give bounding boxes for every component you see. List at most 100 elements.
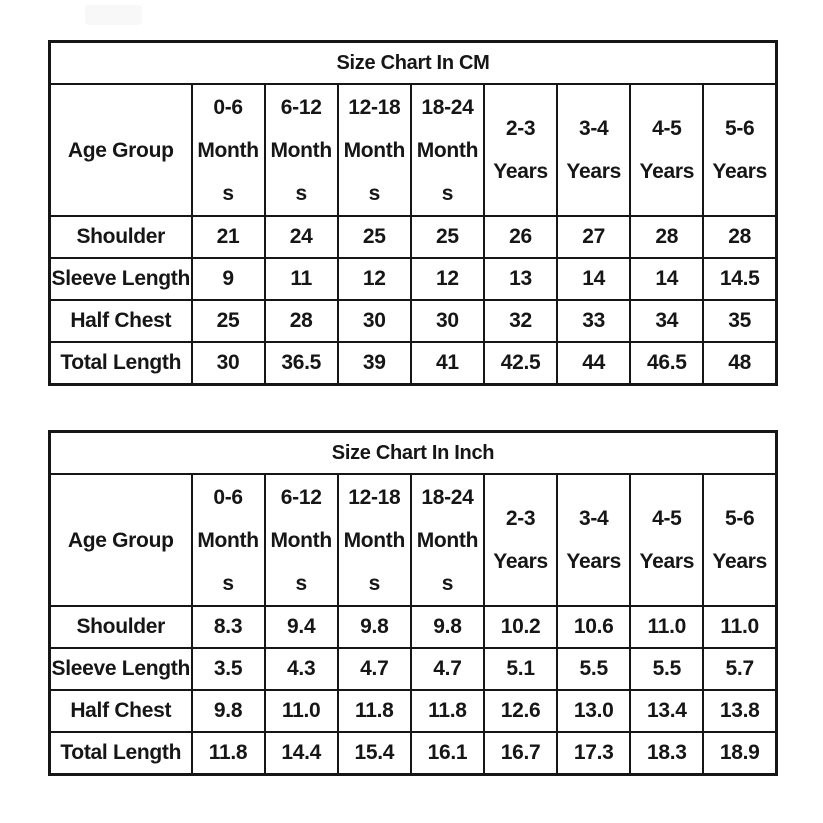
cell: 9.8	[190, 689, 266, 733]
cell: 4.3	[263, 647, 339, 691]
cell: 25	[409, 215, 486, 259]
cm-corner-age-group: Age Group	[48, 83, 193, 217]
cell: 35	[702, 299, 778, 343]
cell: 28	[263, 299, 339, 343]
cell: 26	[482, 215, 559, 259]
cell: 46.5	[629, 341, 705, 386]
cell: 28	[629, 215, 705, 259]
cell: 11.0	[702, 605, 778, 649]
cell: 9.8	[409, 605, 486, 649]
inch-row-total-length: Total Length 11.8 14.4 15.4 16.1 16.7 17…	[48, 731, 778, 776]
cm-row-half-chest: Half Chest 25 28 30 30 32 33 34 35	[48, 299, 778, 343]
cell: 39	[336, 341, 412, 386]
cell: 5.5	[556, 647, 632, 691]
inch-row-half-chest: Half Chest 9.8 11.0 11.8 11.8 12.6 13.0 …	[48, 689, 778, 733]
inch-corner-age-group: Age Group	[48, 473, 193, 607]
row-label: Sleeve Length	[48, 257, 193, 301]
inch-col-header-6-12-months: 6-12 Month s	[263, 473, 339, 607]
cm-header-row: Age Group 0-6 Month s 6-12 Month s 12-18…	[48, 83, 778, 217]
cell: 14	[629, 257, 705, 301]
cm-col-header-5-6-years: 5-6 Years	[702, 83, 778, 217]
cell: 5.5	[629, 647, 705, 691]
cm-col-header-18-24-months: 18-24 Month s	[409, 83, 486, 217]
inch-header-row: Age Group 0-6 Month s 6-12 Month s 12-18…	[48, 473, 778, 607]
cm-row-total-length: Total Length 30 36.5 39 41 42.5 44 46.5 …	[48, 341, 778, 386]
cell: 25	[190, 299, 266, 343]
cell: 14.5	[702, 257, 778, 301]
cell: 11.8	[190, 731, 266, 776]
cm-row-sleeve-length: Sleeve Length 9 11 12 12 13 14 14 14.5	[48, 257, 778, 301]
cell: 9.8	[336, 605, 412, 649]
cell: 11.0	[629, 605, 705, 649]
row-label: Total Length	[48, 341, 193, 386]
cell: 5.1	[482, 647, 559, 691]
inch-row-sleeve-length: Sleeve Length 3.5 4.3 4.7 4.7 5.1 5.5 5.…	[48, 647, 778, 691]
cm-col-header-2-3-years: 2-3 Years	[482, 83, 559, 217]
row-label: Half Chest	[48, 299, 193, 343]
cell: 21	[190, 215, 266, 259]
cell: 17.3	[556, 731, 632, 776]
cell: 8.3	[190, 605, 266, 649]
cell: 16.7	[482, 731, 559, 776]
cell: 30	[190, 341, 266, 386]
cell: 33	[556, 299, 632, 343]
cell: 48	[702, 341, 778, 386]
cm-row-shoulder: Shoulder 21 24 25 25 26 27 28 28	[48, 215, 778, 259]
cm-col-header-12-18-months: 12-18 Month s	[336, 83, 412, 217]
row-label: Half Chest	[48, 689, 193, 733]
cell: 4.7	[336, 647, 412, 691]
inch-row-shoulder: Shoulder 8.3 9.4 9.8 9.8 10.2 10.6 11.0 …	[48, 605, 778, 649]
inch-col-header-4-5-years: 4-5 Years	[629, 473, 705, 607]
cm-col-header-3-4-years: 3-4 Years	[556, 83, 632, 217]
row-label: Shoulder	[48, 215, 193, 259]
row-label: Sleeve Length	[48, 647, 193, 691]
row-label: Total Length	[48, 731, 193, 776]
cell: 11	[263, 257, 339, 301]
cell: 11.8	[409, 689, 486, 733]
cell: 28	[702, 215, 778, 259]
cell: 18.9	[702, 731, 778, 776]
size-chart-inch-table: Size Chart In Inch Age Group 0-6 Month s…	[48, 430, 778, 776]
cm-table-title: Size Chart In CM	[48, 40, 778, 85]
size-chart-cm-table: Size Chart In CM Age Group 0-6 Month s 6…	[48, 40, 778, 386]
cell: 9	[190, 257, 266, 301]
inch-table-title: Size Chart In Inch	[48, 430, 778, 475]
inch-title-row: Size Chart In Inch	[48, 430, 778, 475]
cell: 11.0	[263, 689, 339, 733]
cell: 5.7	[702, 647, 778, 691]
inch-col-header-18-24-months: 18-24 Month s	[409, 473, 486, 607]
cell: 13.8	[702, 689, 778, 733]
watermark-smudge	[85, 5, 142, 25]
cell: 12	[409, 257, 486, 301]
cell: 14.4	[263, 731, 339, 776]
cell: 27	[556, 215, 632, 259]
inch-col-header-2-3-years: 2-3 Years	[482, 473, 559, 607]
cell: 41	[409, 341, 486, 386]
cell: 10.6	[556, 605, 632, 649]
cell: 12.6	[482, 689, 559, 733]
cell: 30	[409, 299, 486, 343]
cell: 13.4	[629, 689, 705, 733]
cell: 42.5	[482, 341, 559, 386]
cell: 10.2	[482, 605, 559, 649]
cell: 30	[336, 299, 412, 343]
cell: 13.0	[556, 689, 632, 733]
cell: 32	[482, 299, 559, 343]
cell: 18.3	[629, 731, 705, 776]
inch-col-header-3-4-years: 3-4 Years	[556, 473, 632, 607]
cell: 9.4	[263, 605, 339, 649]
cm-col-header-0-6-months: 0-6 Month s	[190, 83, 266, 217]
cell: 44	[556, 341, 632, 386]
inch-col-header-5-6-years: 5-6 Years	[702, 473, 778, 607]
cell: 4.7	[409, 647, 486, 691]
cell: 13	[482, 257, 559, 301]
cell: 11.8	[336, 689, 412, 733]
cell: 3.5	[190, 647, 266, 691]
inch-col-header-0-6-months: 0-6 Month s	[190, 473, 266, 607]
cell: 24	[263, 215, 339, 259]
cm-col-header-6-12-months: 6-12 Month s	[263, 83, 339, 217]
cm-col-header-4-5-years: 4-5 Years	[629, 83, 705, 217]
cm-title-row: Size Chart In CM	[48, 40, 778, 85]
cell: 12	[336, 257, 412, 301]
cell: 16.1	[409, 731, 486, 776]
